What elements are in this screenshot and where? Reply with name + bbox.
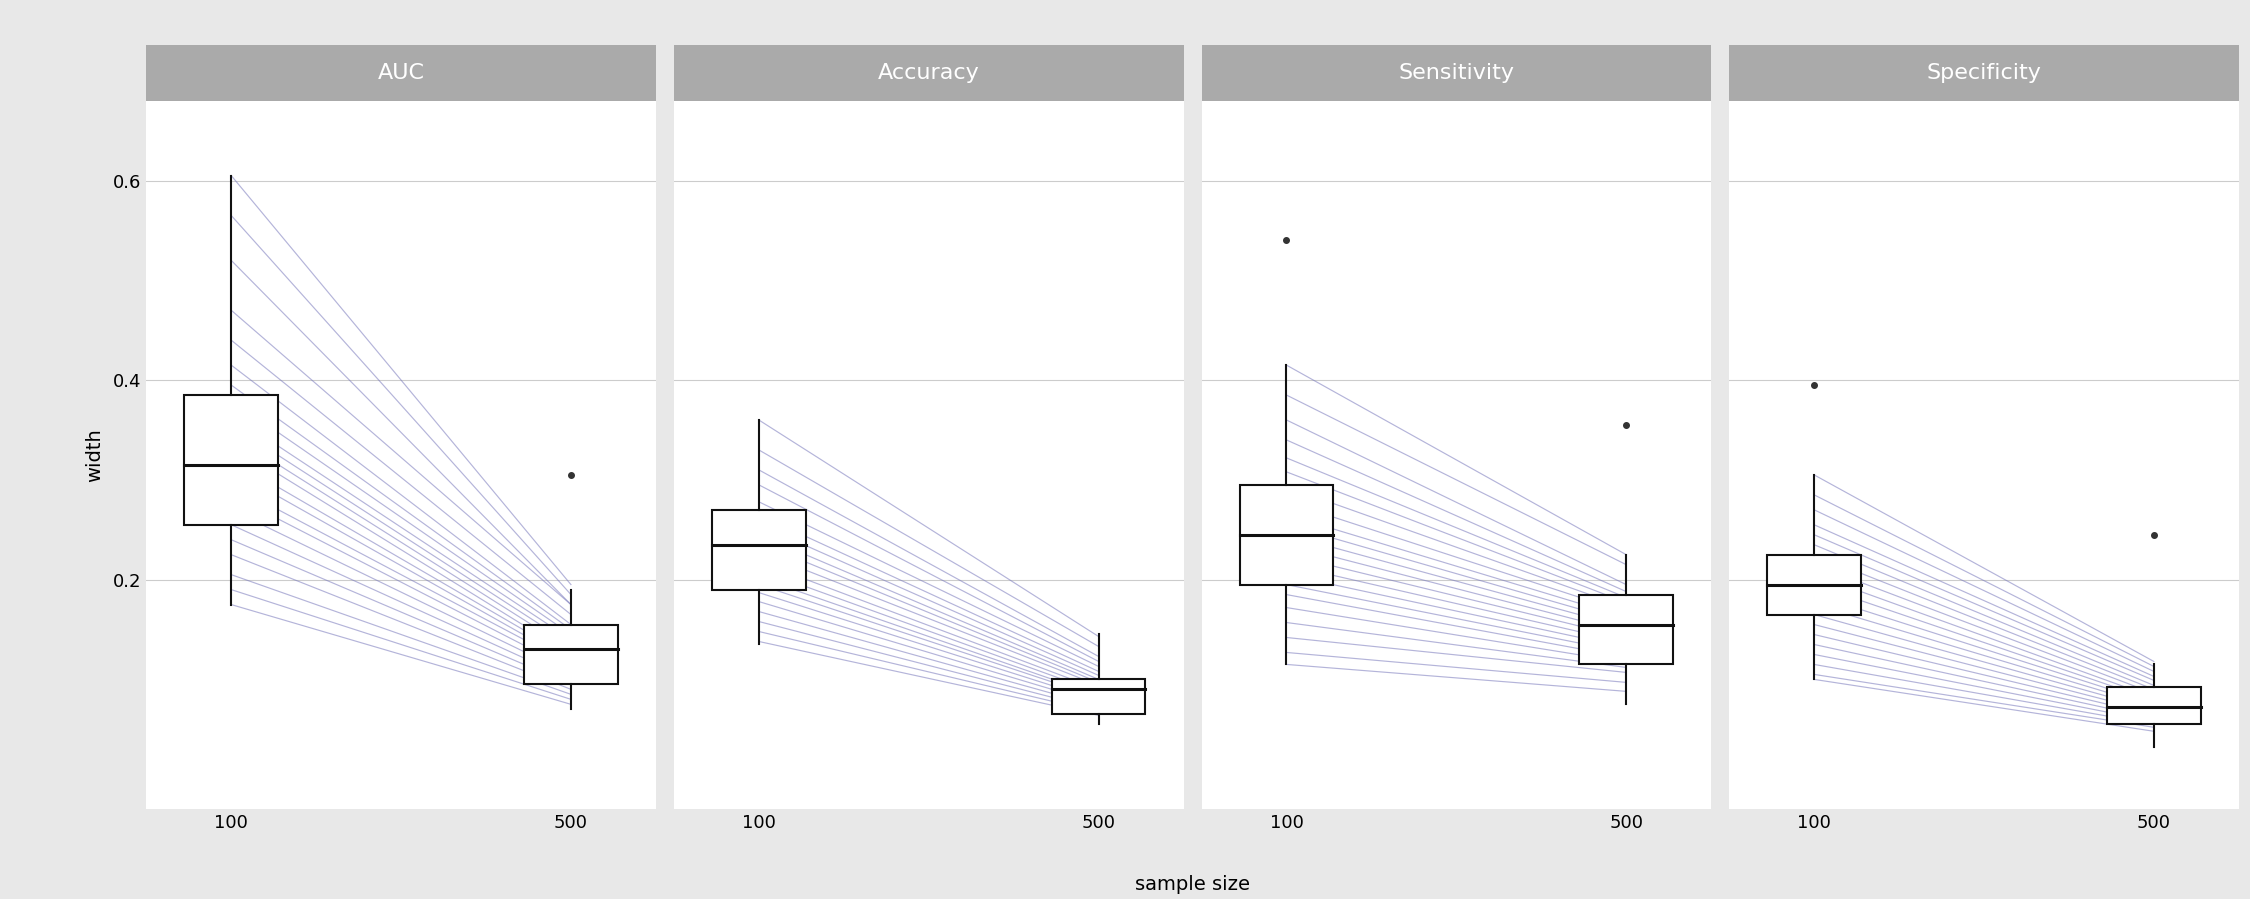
Text: AUC: AUC xyxy=(378,63,425,83)
Text: Sensitivity: Sensitivity xyxy=(1397,63,1514,83)
Bar xyxy=(1051,680,1145,715)
Text: Specificity: Specificity xyxy=(1926,63,2041,83)
Y-axis label: width: width xyxy=(86,428,104,482)
Bar xyxy=(1766,555,1861,615)
Bar xyxy=(1240,485,1334,584)
Text: sample size: sample size xyxy=(1134,875,1251,894)
Bar xyxy=(1580,594,1674,664)
Bar xyxy=(711,510,806,590)
Bar xyxy=(2106,688,2200,725)
Bar xyxy=(184,395,279,525)
Text: Accuracy: Accuracy xyxy=(878,63,979,83)
Bar xyxy=(524,625,619,684)
